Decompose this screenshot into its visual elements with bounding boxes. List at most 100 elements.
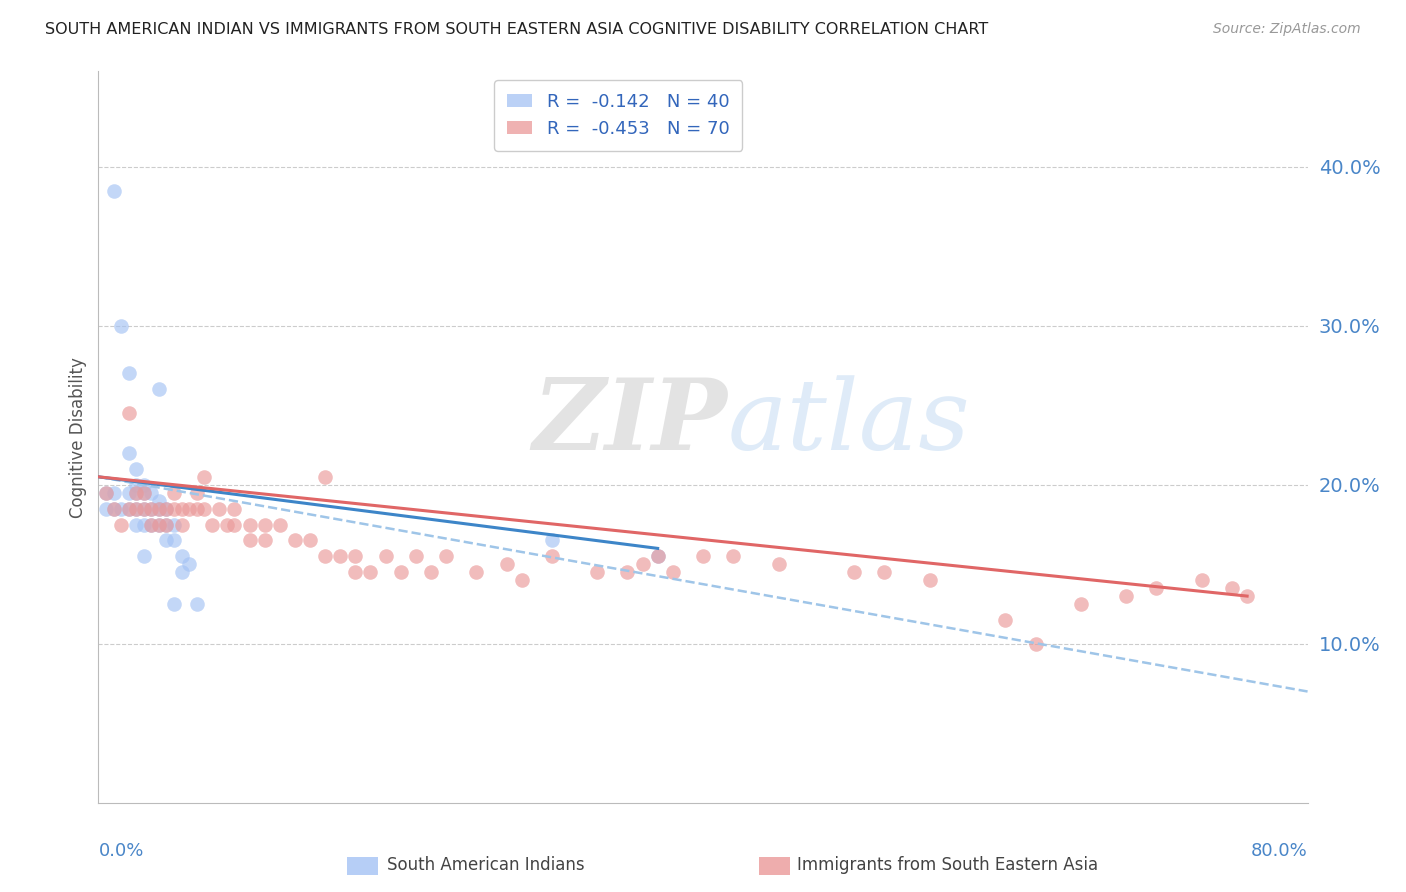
Point bbox=[103, 501, 125, 516]
Point bbox=[299, 533, 322, 548]
Point bbox=[125, 477, 148, 491]
Point bbox=[110, 318, 132, 333]
Point bbox=[1191, 573, 1213, 587]
Point bbox=[94, 485, 117, 500]
Point bbox=[692, 549, 714, 564]
Point bbox=[148, 501, 170, 516]
Point bbox=[253, 517, 276, 532]
Point bbox=[132, 549, 155, 564]
Point bbox=[125, 501, 148, 516]
Text: 0.0%: 0.0% bbox=[98, 842, 143, 860]
Point bbox=[163, 517, 186, 532]
Point bbox=[148, 517, 170, 532]
Point bbox=[155, 501, 177, 516]
Point bbox=[141, 501, 163, 516]
Point bbox=[170, 517, 193, 532]
Legend: R =  -0.142   N = 40, R =  -0.453   N = 70: R = -0.142 N = 40, R = -0.453 N = 70 bbox=[495, 80, 742, 151]
Point bbox=[661, 566, 683, 580]
Point bbox=[510, 573, 533, 587]
Point bbox=[1220, 581, 1243, 595]
Point bbox=[918, 573, 941, 587]
Point bbox=[148, 383, 170, 397]
Point bbox=[103, 485, 125, 500]
Point bbox=[586, 566, 609, 580]
Point bbox=[125, 485, 148, 500]
Point bbox=[132, 501, 155, 516]
Point bbox=[314, 470, 336, 484]
Point bbox=[374, 549, 396, 564]
Point bbox=[215, 517, 238, 532]
Point bbox=[132, 485, 155, 500]
Text: Immigrants from South Eastern Asia: Immigrants from South Eastern Asia bbox=[797, 856, 1098, 874]
Point bbox=[405, 549, 427, 564]
Point bbox=[208, 501, 231, 516]
Point bbox=[110, 517, 132, 532]
Point bbox=[118, 501, 141, 516]
Point bbox=[155, 517, 177, 532]
Point bbox=[179, 501, 201, 516]
Point bbox=[125, 501, 148, 516]
Point bbox=[420, 566, 443, 580]
Point bbox=[141, 517, 163, 532]
Point bbox=[389, 566, 412, 580]
Point bbox=[360, 566, 382, 580]
Point bbox=[314, 549, 336, 564]
Text: atlas: atlas bbox=[727, 375, 970, 470]
Point bbox=[148, 501, 170, 516]
Point bbox=[148, 517, 170, 532]
Point bbox=[125, 517, 148, 532]
Point bbox=[239, 517, 262, 532]
Point bbox=[540, 549, 562, 564]
Point bbox=[132, 477, 155, 491]
Point bbox=[132, 485, 155, 500]
Point bbox=[1236, 589, 1258, 603]
Point bbox=[253, 533, 276, 548]
Point bbox=[768, 558, 790, 572]
Point bbox=[1024, 637, 1046, 651]
Point bbox=[329, 549, 352, 564]
Point bbox=[132, 517, 155, 532]
Point bbox=[179, 558, 201, 572]
Point bbox=[201, 517, 224, 532]
Point bbox=[163, 597, 186, 611]
Point bbox=[141, 517, 163, 532]
Point bbox=[284, 533, 307, 548]
Point bbox=[269, 517, 291, 532]
Point bbox=[94, 501, 117, 516]
Point bbox=[163, 533, 186, 548]
Point bbox=[132, 501, 155, 516]
Point bbox=[193, 501, 215, 516]
Point bbox=[148, 493, 170, 508]
Point bbox=[155, 501, 177, 516]
Point bbox=[224, 517, 246, 532]
Point bbox=[647, 549, 669, 564]
Point bbox=[170, 549, 193, 564]
Text: SOUTH AMERICAN INDIAN VS IMMIGRANTS FROM SOUTH EASTERN ASIA COGNITIVE DISABILITY: SOUTH AMERICAN INDIAN VS IMMIGRANTS FROM… bbox=[45, 22, 988, 37]
Text: 80.0%: 80.0% bbox=[1251, 842, 1308, 860]
Point bbox=[1070, 597, 1092, 611]
Point bbox=[103, 501, 125, 516]
Point bbox=[110, 501, 132, 516]
Point bbox=[103, 184, 125, 198]
Point bbox=[163, 501, 186, 516]
Point bbox=[844, 566, 866, 580]
Text: Source: ZipAtlas.com: Source: ZipAtlas.com bbox=[1213, 22, 1361, 37]
Text: ZIP: ZIP bbox=[533, 375, 727, 471]
Point bbox=[1144, 581, 1167, 595]
Point bbox=[495, 558, 517, 572]
Point bbox=[118, 367, 141, 381]
Point bbox=[186, 485, 208, 500]
Point bbox=[155, 517, 177, 532]
Point bbox=[616, 566, 638, 580]
Point bbox=[873, 566, 896, 580]
Point bbox=[239, 533, 262, 548]
Point bbox=[224, 501, 246, 516]
Point bbox=[170, 501, 193, 516]
Y-axis label: Cognitive Disability: Cognitive Disability bbox=[69, 357, 87, 517]
Point bbox=[186, 501, 208, 516]
Point bbox=[465, 566, 488, 580]
Point bbox=[155, 533, 177, 548]
Point bbox=[540, 533, 562, 548]
Point bbox=[94, 485, 117, 500]
Point bbox=[1115, 589, 1137, 603]
